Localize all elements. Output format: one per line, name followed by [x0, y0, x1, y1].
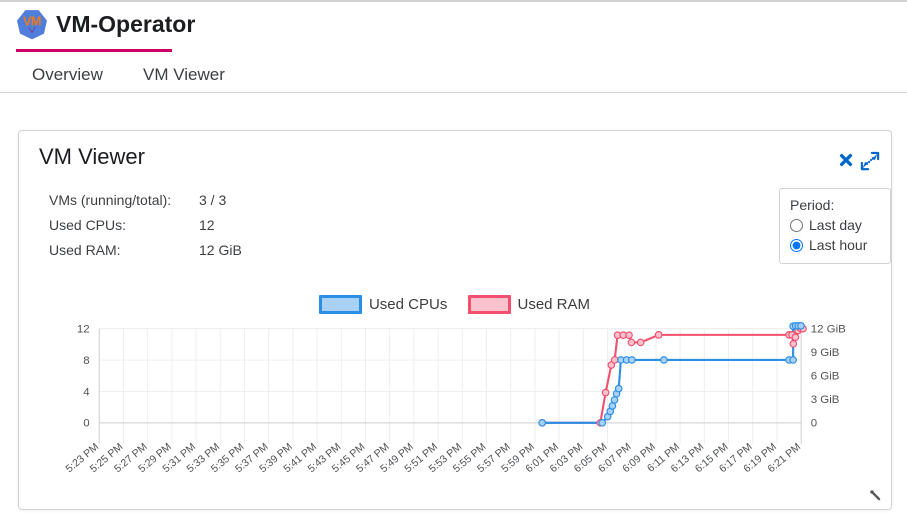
svg-text:4: 4 — [83, 386, 90, 398]
svg-text:3 GiB: 3 GiB — [811, 394, 840, 406]
svg-text:0: 0 — [811, 418, 817, 430]
svg-text:6 GiB: 6 GiB — [811, 371, 840, 383]
svg-text:12 GiB: 12 GiB — [811, 323, 846, 335]
svg-text:0: 0 — [83, 418, 89, 430]
svg-text:8: 8 — [83, 355, 89, 367]
svg-text:12: 12 — [77, 323, 90, 335]
svg-text:9 GiB: 9 GiB — [811, 347, 840, 359]
